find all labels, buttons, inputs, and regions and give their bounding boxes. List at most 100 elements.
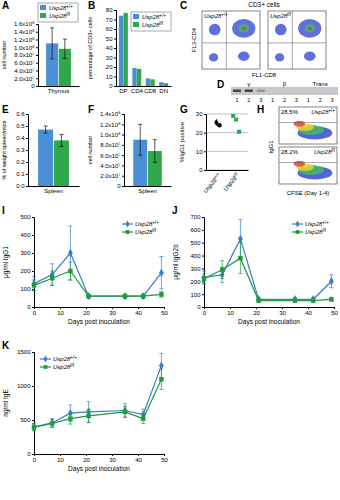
tick: 50 <box>106 36 116 42</box>
axis-title: %IgG1 positive <box>179 121 185 162</box>
tick-mark <box>32 352 34 353</box>
error-bar <box>141 294 145 298</box>
tick-label: 0 <box>199 167 203 173</box>
bar <box>164 83 168 86</box>
error-bar <box>32 276 36 290</box>
point <box>256 298 260 302</box>
axis-title: FL3-CD4 <box>191 27 197 52</box>
point <box>123 294 127 298</box>
tick-mark <box>204 307 205 309</box>
tick: 80 <box>106 7 116 13</box>
legend-label: Usp28f/f <box>53 363 75 370</box>
point <box>141 294 145 298</box>
tick-mark <box>36 55 38 56</box>
tick-mark <box>36 47 38 48</box>
error-bar <box>123 404 127 418</box>
tick-label: 8.0x10⁷ <box>100 142 120 148</box>
tick: 20 <box>106 64 116 70</box>
tick: 40 <box>135 454 142 463</box>
legend: Usp28+/+Usp28f/f <box>131 12 171 31</box>
tick-label: 0.4 <box>16 135 25 141</box>
tick-label: 40 <box>106 45 113 51</box>
tick-mark <box>204 170 206 171</box>
tick: 6.0x10⁷ <box>14 60 38 66</box>
tick: 400 <box>20 232 34 238</box>
tick-label: 100 <box>190 292 201 298</box>
percent-label: 28.2% <box>281 149 299 155</box>
tick-label: 1.0x10⁸ <box>14 45 35 51</box>
axis-line <box>205 308 335 310</box>
figure: 02.0x10⁷4.0x10⁷6.0x10⁷8.0x10⁷1.0x10⁸1.2x… <box>0 0 340 500</box>
tick: 0.0 <box>16 183 28 189</box>
tick: 30 <box>279 307 286 316</box>
point <box>234 118 238 122</box>
tick-label: DP <box>119 88 127 94</box>
point <box>238 256 242 260</box>
legend-item: Usp28f/f <box>40 363 75 370</box>
gel-band <box>233 90 241 93</box>
tick-label: 10 <box>57 310 64 316</box>
tick-label: 50 <box>331 310 338 316</box>
tick-mark <box>204 151 206 152</box>
tick: 10 <box>227 307 234 316</box>
tick: CD8 <box>144 88 157 94</box>
grid-line <box>206 151 248 152</box>
plot: 02.0x10⁷4.0x10⁷6.0x10⁷8.0x10⁷1.0x10⁸1.2x… <box>100 111 172 194</box>
tick: 0 <box>33 454 37 463</box>
point <box>238 235 243 243</box>
tick-label: 40 <box>135 457 142 463</box>
cell-cloud <box>304 52 316 61</box>
bar <box>150 79 154 86</box>
point <box>32 425 36 429</box>
tick-mark <box>114 10 116 11</box>
cell-cloud <box>305 24 315 32</box>
tick-label: 2.0x10⁷ <box>100 173 120 179</box>
tick-label: 40 <box>305 310 312 316</box>
tick-label: 10 <box>227 310 234 316</box>
x-axis: Spleen <box>29 187 80 195</box>
legend: Usp28+/+Usp28f/f <box>122 220 159 235</box>
y-axis: 0100200300400500 <box>20 214 34 310</box>
tick-mark <box>256 307 257 309</box>
tick-mark <box>164 454 165 456</box>
tick-mark <box>230 307 231 309</box>
tick-mark <box>122 135 124 136</box>
tick-mark <box>36 40 38 41</box>
tick-mark <box>334 307 335 309</box>
tick-mark <box>86 307 87 309</box>
axis-line <box>122 115 125 187</box>
cell-cloud <box>298 19 321 38</box>
lane-label: 2 <box>319 97 322 103</box>
error-bar <box>123 406 127 417</box>
tick: 4.0x10⁷ <box>14 68 38 74</box>
panel: 0.00.10.20.30.40.50.6SpleenE% of weight … <box>1 104 80 194</box>
point <box>159 377 163 381</box>
bar <box>119 16 123 86</box>
axis-line <box>36 25 39 87</box>
tick-label: 1000 <box>17 383 31 389</box>
tick: CD4 <box>131 88 144 94</box>
tick-mark <box>32 307 34 308</box>
tick-mark <box>26 150 28 151</box>
legend-label: Usp28+/+ <box>53 355 77 362</box>
point <box>123 292 128 300</box>
tick-mark <box>36 24 38 25</box>
panel: 0102030Usp28+/+Usp28f/fG%IgG1 positive <box>179 104 249 194</box>
legend-item: Usp28f/f <box>133 21 164 28</box>
tick-mark <box>26 186 28 187</box>
tick: 40 <box>305 307 312 316</box>
cell-cloud <box>294 121 306 127</box>
tick-label: 300 <box>190 266 201 272</box>
plot-frame <box>202 11 260 69</box>
tick-label: 0.0 <box>16 183 25 189</box>
tick-label: 1.4x10⁸ <box>14 29 35 35</box>
error-bar <box>68 413 72 424</box>
point <box>86 414 90 418</box>
tick-mark <box>112 307 113 309</box>
gel-band <box>257 90 265 93</box>
tick: 1.0x10⁸ <box>14 45 38 51</box>
gel <box>231 87 338 95</box>
tick: 50 <box>331 307 338 316</box>
tick: 300 <box>190 266 204 272</box>
tick-label: 50 <box>106 36 113 42</box>
